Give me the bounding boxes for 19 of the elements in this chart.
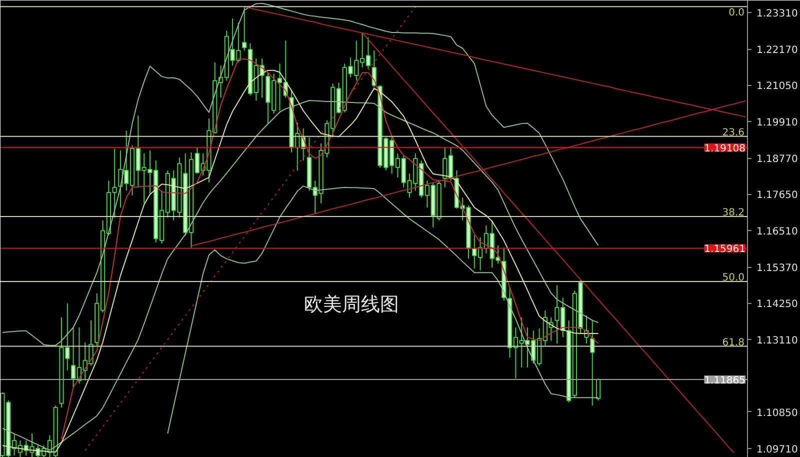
- y-tick-label: 1.22170: [756, 45, 798, 56]
- y-tick-label: 1.14250: [756, 299, 798, 310]
- y-tick-label: 1.21050: [756, 81, 798, 92]
- annotation: 61.8: [722, 337, 744, 348]
- annotation: 38.2: [722, 208, 744, 218]
- annotation: 欧美周线图: [304, 293, 400, 316]
- annotation: 0.0: [728, 8, 745, 19]
- annotation: 50.0: [722, 272, 744, 284]
- y-tick-label: 1.16510: [756, 226, 798, 238]
- y-tick-label: 1.18770: [756, 154, 798, 166]
- ref-line-label: 1.15961: [704, 244, 746, 256]
- y-tick-label: 1.19910: [756, 118, 798, 129]
- y-tick-label: 1.13110: [756, 336, 798, 347]
- y-tick-label: 1.10850: [756, 408, 798, 419]
- y-tick-label: 1.15370: [756, 263, 798, 274]
- annotation: 23.6: [722, 127, 744, 138]
- y-tick-label: 1.17650: [756, 190, 798, 202]
- y-tick-label: 1.23310: [756, 8, 798, 20]
- y-tick-label: 1.09710: [756, 444, 798, 456]
